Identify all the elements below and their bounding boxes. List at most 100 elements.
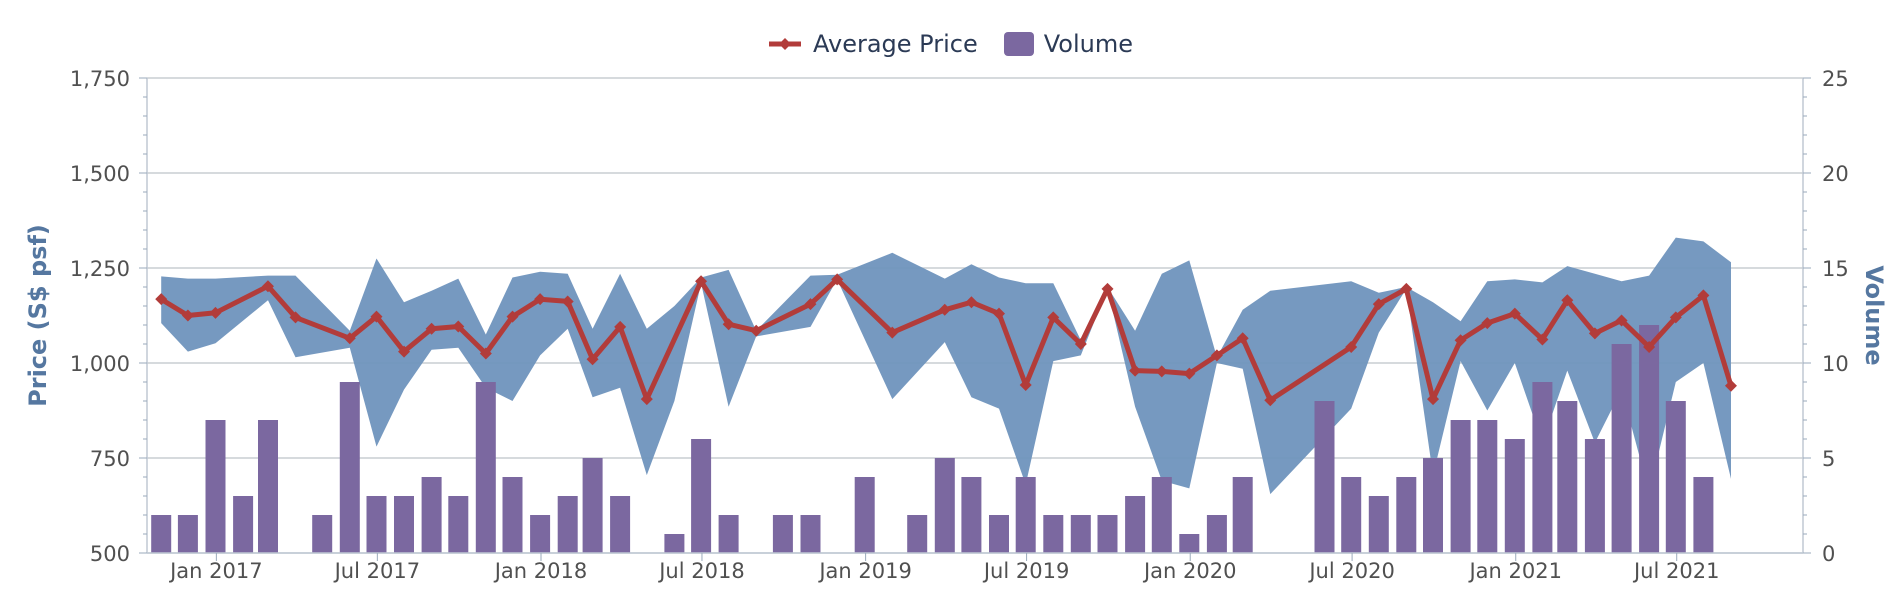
volume-bar[interactable] [1396,477,1417,553]
price-point-marker[interactable] [965,296,978,309]
volume-bar[interactable] [1341,477,1362,553]
volume-bar[interactable] [475,382,496,553]
volume-bar[interactable] [151,515,172,553]
volume-bar[interactable] [1532,382,1553,553]
volume-bar[interactable] [1423,458,1443,553]
price-point-marker[interactable] [1536,333,1549,346]
volume-bar[interactable] [205,420,226,553]
volume-bar[interactable] [366,496,387,553]
price-point-marker[interactable] [370,310,383,323]
volume-bar[interactable] [1151,477,1172,553]
volume-bar[interactable] [854,477,875,553]
price-point-marker[interactable] [181,309,194,322]
price-point-marker[interactable] [1427,393,1440,406]
price-point-marker[interactable] [831,273,844,286]
price-point-marker[interactable] [1155,365,1168,378]
volume-bar[interactable] [1611,344,1632,553]
volume-bar[interactable] [1314,401,1335,553]
price-point-marker[interactable] [1697,289,1710,302]
volume-bar[interactable] [1557,401,1578,553]
price-point-marker[interactable] [425,322,438,335]
price-point-marker[interactable] [343,332,356,345]
volume-bar[interactable] [1125,496,1146,553]
price-point-marker[interactable] [534,293,547,306]
volume-bar[interactable] [772,515,793,553]
volume-bar[interactable] [1232,477,1253,553]
volume-bar[interactable] [557,496,578,553]
price-point-marker[interactable] [506,310,519,323]
volume-bar[interactable] [664,534,685,553]
price-point-marker[interactable] [1236,332,1249,345]
price-point-marker[interactable] [695,275,708,288]
volume-bar[interactable] [907,515,928,553]
price-point-marker[interactable] [1372,298,1385,311]
price-point-marker[interactable] [1074,338,1087,350]
price-point-marker[interactable] [561,295,574,308]
price-point-marker[interactable] [1210,349,1223,362]
volume-bar[interactable] [1070,515,1091,553]
volume-bar[interactable] [530,515,551,553]
price-point-marker[interactable] [938,303,951,316]
volume-bar[interactable] [1206,515,1227,553]
price-point-marker[interactable] [1047,311,1060,324]
price-point-marker[interactable] [155,293,168,306]
price-point-marker[interactable] [722,318,735,331]
volume-bar[interactable] [448,496,469,553]
price-point-marker[interactable] [804,298,817,311]
legend-item-average-price[interactable]: Average Price [767,30,978,58]
price-point-marker[interactable] [1129,364,1142,377]
volume-bar[interactable] [691,439,712,553]
price-point-marker[interactable] [479,347,492,360]
volume-bar[interactable] [1665,401,1686,553]
price-point-marker[interactable] [261,280,274,293]
price-point-marker[interactable] [1345,341,1358,354]
price-point-marker[interactable] [1481,317,1494,330]
volume-bar[interactable] [1504,439,1525,553]
volume-bar[interactable] [1015,477,1036,553]
price-point-marker[interactable] [1101,282,1114,295]
volume-bar[interactable] [1693,477,1714,553]
price-point-marker[interactable] [452,320,465,333]
volume-bar[interactable] [1639,325,1660,553]
price-point-marker[interactable] [614,320,627,333]
volume-bar[interactable] [233,496,254,553]
legend-item-volume[interactable]: Volume [1003,30,1133,58]
volume-bar[interactable] [1368,496,1389,553]
volume-bar[interactable] [718,515,739,553]
volume-bar[interactable] [1450,420,1471,553]
price-point-marker[interactable] [750,324,763,337]
volume-bar[interactable] [934,458,955,553]
price-point-marker[interactable] [886,326,899,339]
volume-bar[interactable] [989,515,1009,553]
price-point-marker[interactable] [1561,294,1574,307]
price-point-marker[interactable] [1643,341,1656,354]
price-point-marker[interactable] [993,307,1006,320]
price-point-marker[interactable] [1019,379,1032,392]
price-point-marker[interactable] [289,311,302,324]
volume-bar[interactable] [394,496,414,553]
volume-bar[interactable] [1584,439,1605,553]
price-point-marker[interactable] [1264,394,1277,407]
price-point-marker[interactable] [398,345,411,358]
volume-bar[interactable] [339,382,360,553]
volume-bar[interactable] [961,477,982,553]
volume-bar[interactable] [610,496,631,553]
volume-bar[interactable] [582,458,603,553]
price-point-marker[interactable] [209,306,222,319]
price-point-marker[interactable] [1588,327,1601,340]
volume-bar[interactable] [1477,420,1498,553]
price-point-marker[interactable] [1454,334,1467,347]
volume-bar[interactable] [312,515,333,553]
price-point-marker[interactable] [1724,379,1737,392]
volume-bar[interactable] [177,515,198,553]
volume-bar[interactable] [1097,515,1118,553]
volume-bar[interactable] [1043,515,1064,553]
price-point-marker[interactable] [1400,282,1413,295]
volume-bar[interactable] [800,515,821,553]
price-point-marker[interactable] [1183,367,1196,380]
price-point-marker[interactable] [1669,311,1682,324]
price-point-marker[interactable] [586,353,599,366]
price-point-marker[interactable] [1615,314,1628,327]
price-point-marker[interactable] [1508,307,1521,320]
volume-bar[interactable] [502,477,523,553]
